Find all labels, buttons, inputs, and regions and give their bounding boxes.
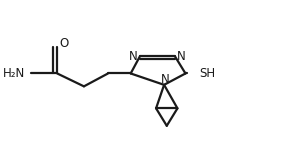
Text: H₂N: H₂N xyxy=(3,67,25,80)
Text: N: N xyxy=(129,50,138,63)
Text: N: N xyxy=(177,50,186,63)
Text: O: O xyxy=(59,37,69,50)
Text: N: N xyxy=(161,73,170,86)
Text: SH: SH xyxy=(199,67,215,80)
